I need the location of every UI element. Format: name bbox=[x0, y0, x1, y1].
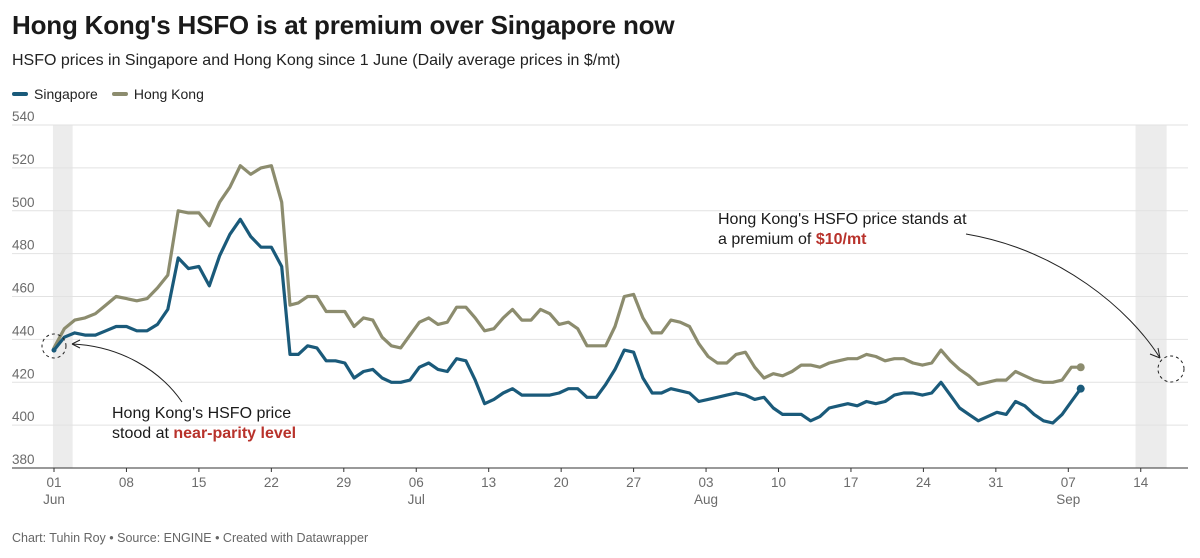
x-tick-label-8: 27 bbox=[626, 475, 641, 490]
x-tick-label-3: 22 bbox=[264, 475, 279, 490]
legend-label-singapore: Singapore bbox=[34, 86, 98, 102]
grid-lines bbox=[12, 124, 1188, 469]
y-tick-label-500: 500 bbox=[12, 195, 35, 210]
annotation-premium-line1: Hong Kong's HSFO price stands at bbox=[718, 211, 967, 228]
y-tick-label-540: 540 bbox=[12, 110, 35, 124]
x-tick-label-7: 20 bbox=[554, 475, 569, 490]
y-tick-label-420: 420 bbox=[12, 366, 35, 381]
chart-subtitle: HSFO prices in Singapore and Hong Kong s… bbox=[12, 52, 621, 69]
annotation-parity-line2: stood at near-parity level bbox=[112, 425, 296, 442]
annotations: Hong Kong's HSFO price stands at a premi… bbox=[41, 211, 1185, 442]
chart-title: Hong Kong's HSFO is at premium over Sing… bbox=[12, 10, 675, 40]
y-tick-label-480: 480 bbox=[12, 238, 35, 253]
chart-footer: Chart: Tuhin Roy • Source: ENGINE • Crea… bbox=[12, 531, 369, 545]
annotation-premium-highlight: $10/mt bbox=[816, 231, 867, 248]
y-tick-label-400: 400 bbox=[12, 409, 35, 424]
annotation-parity-highlight: near-parity level bbox=[173, 425, 296, 442]
y-tick-label-520: 520 bbox=[12, 152, 35, 167]
annotation-parity-line1: Hong Kong's HSFO price bbox=[112, 405, 291, 422]
x-tick-label-0: 01 bbox=[46, 475, 61, 490]
x-tick-label-14: 07 bbox=[1061, 475, 1076, 490]
series-line-singapore bbox=[52, 217, 1083, 425]
x-tick-label-1: 08 bbox=[119, 475, 134, 490]
x-tick-label-2: 15 bbox=[191, 475, 206, 490]
annotation-parity-arrow bbox=[71, 343, 183, 403]
x-tick-label-15: 14 bbox=[1133, 475, 1149, 490]
x-tick-label-12: 24 bbox=[916, 475, 932, 490]
x-tick-month-9: Aug bbox=[694, 492, 718, 507]
legend: Singapore Hong Kong bbox=[12, 86, 204, 102]
x-tick-label-6: 13 bbox=[481, 475, 496, 490]
x-tick-label-10: 10 bbox=[771, 475, 786, 490]
annotation-parity-circle bbox=[41, 333, 67, 359]
legend-item-singapore: Singapore bbox=[12, 86, 98, 102]
x-axis-labels: 01 Jun 08 15 22 29 06 Jul 13 20 27 03 Aug 10 17 24 31 07 S… bbox=[43, 468, 1149, 507]
series-endpoint-hong-kong bbox=[1076, 363, 1085, 372]
series-line-hong-kong bbox=[52, 164, 1083, 386]
line-chart: 380 400 420 440 460 480 500 520 540 01 Jun 08 15 22 2… bbox=[12, 110, 1188, 507]
x-tick-month-0: Jun bbox=[43, 492, 65, 507]
annotation-premium-line2: a premium of $10/mt bbox=[718, 231, 867, 248]
legend-swatch-hong-kong bbox=[111, 92, 128, 96]
x-tick-label-4: 29 bbox=[336, 475, 351, 490]
series-endpoint-singapore bbox=[1076, 384, 1085, 393]
y-tick-label-380: 380 bbox=[12, 452, 35, 467]
y-tick-label-460: 460 bbox=[12, 281, 35, 296]
annotation-parity-arrowhead bbox=[71, 339, 81, 349]
annotation-premium-circle bbox=[1157, 355, 1185, 383]
legend-label-hong-kong: Hong Kong bbox=[133, 86, 204, 102]
x-tick-label-11: 17 bbox=[843, 475, 858, 490]
y-tick-label-440: 440 bbox=[12, 323, 35, 338]
x-tick-label-9: 03 bbox=[699, 475, 714, 490]
x-tick-label-5: 06 bbox=[409, 475, 424, 490]
y-axis-labels: 380 400 420 440 460 480 500 520 540 bbox=[12, 110, 35, 467]
series-startpoint-singapore bbox=[51, 347, 57, 353]
legend-swatch-singapore bbox=[12, 92, 28, 96]
legend-item-hong-kong: Hong Kong bbox=[111, 86, 204, 102]
series-lines bbox=[51, 164, 1085, 425]
x-tick-month-14: Sep bbox=[1056, 492, 1080, 507]
x-tick-label-13: 31 bbox=[988, 475, 1003, 490]
annotation-premium-arrowhead bbox=[1149, 347, 1161, 359]
annotation-premium-arrow bbox=[965, 233, 1161, 359]
x-tick-month-5: Jul bbox=[408, 492, 425, 507]
